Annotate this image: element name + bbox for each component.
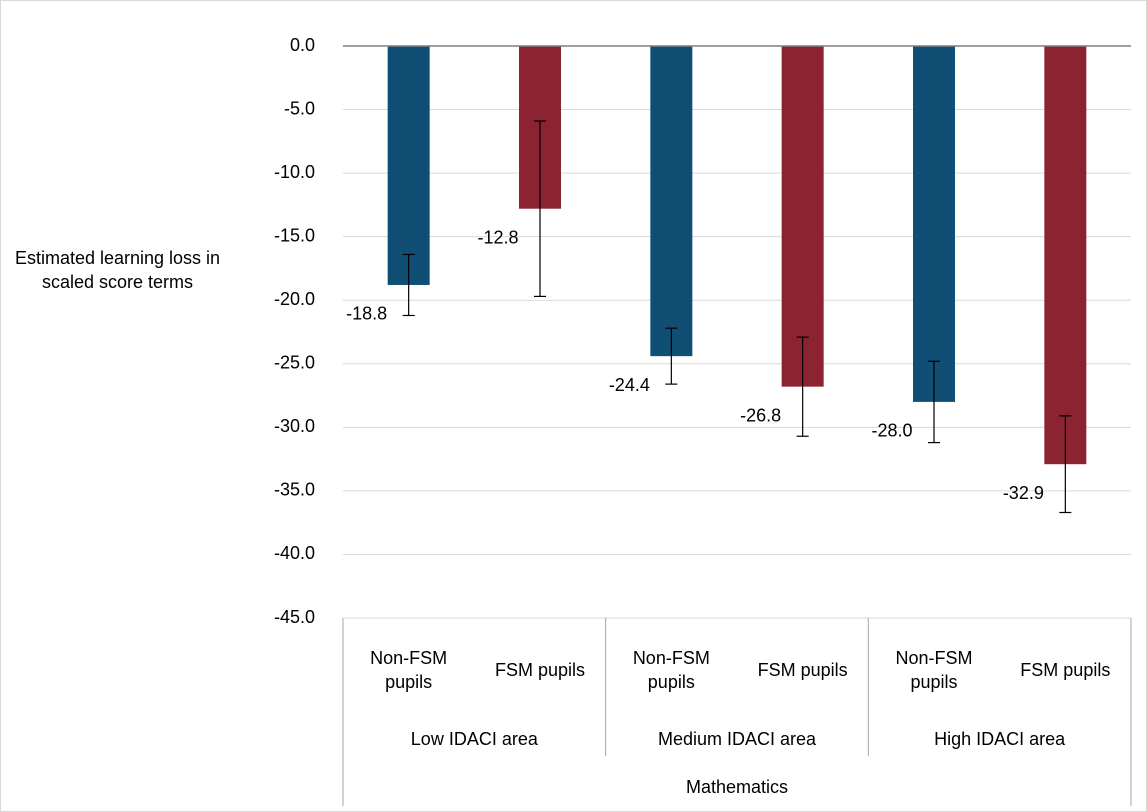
y-tick-label: -5.0 — [284, 98, 315, 118]
y-tick-label: -35.0 — [274, 480, 315, 500]
data-label: -28.0 — [871, 421, 912, 441]
data-label: -12.8 — [477, 227, 518, 247]
x-tick-label: Non-FSM pupils — [632, 648, 710, 692]
y-tick-label: -45.0 — [274, 607, 315, 627]
error-bar — [796, 336, 809, 437]
bar — [781, 46, 824, 387]
x-tick-label-box: Non-FSM pupils — [632, 648, 710, 692]
error-bar — [665, 327, 678, 385]
error-bar — [1059, 415, 1072, 514]
x-tick-label: FSM pupils — [757, 660, 848, 680]
bar — [913, 46, 955, 402]
x-tick-label-box: FSM pupils — [757, 660, 848, 680]
supergroup-label-box: Mathematics — [685, 777, 789, 797]
error-bar — [928, 360, 940, 444]
group-label-box: Low IDACI area — [410, 729, 538, 749]
x-tick-label: Non-FSM pupils — [370, 648, 448, 692]
group-label: High IDACI area — [934, 729, 1066, 749]
error-bar — [402, 253, 415, 317]
bar — [1044, 46, 1087, 465]
data-label: -24.4 — [609, 375, 650, 395]
data-label: -26.8 — [740, 405, 781, 425]
group-label-box: High IDACI area — [934, 729, 1066, 749]
y-tick-label: -30.0 — [274, 416, 315, 436]
x-tick-label-box: Non-FSM pupils — [370, 648, 448, 692]
x-tick-label: FSM pupils — [494, 660, 585, 680]
y-tick-label: -10.0 — [274, 162, 315, 182]
x-tick-label-box: Non-FSM pupils — [895, 648, 973, 692]
x-tick-label-box: FSM pupils — [1020, 660, 1111, 680]
group-label-box: Medium IDACI area — [657, 729, 817, 749]
error-bar — [534, 120, 546, 298]
bar — [387, 46, 430, 285]
x-tick-label-box: FSM pupils — [494, 660, 585, 680]
supergroup-label: Mathematics — [685, 777, 789, 797]
y-tick-label: -15.0 — [274, 225, 315, 245]
y-axis-title-box: Estimated learning loss in scaled score … — [14, 248, 221, 292]
y-tick-label: 0.0 — [290, 35, 315, 55]
data-label: -18.8 — [346, 304, 387, 324]
x-tick-label: Non-FSM pupils — [895, 648, 973, 692]
y-tick-label: -40.0 — [274, 543, 315, 563]
data-label: -32.9 — [1003, 483, 1044, 503]
group-label: Medium IDACI area — [657, 729, 817, 749]
x-tick-label: FSM pupils — [1020, 660, 1111, 680]
y-tick-label: -20.0 — [274, 289, 315, 309]
group-label: Low IDACI area — [410, 729, 538, 749]
y-tick-label: -25.0 — [274, 353, 315, 373]
bar — [650, 46, 693, 357]
y-axis-title: Estimated learning loss in scaled score … — [14, 248, 221, 292]
